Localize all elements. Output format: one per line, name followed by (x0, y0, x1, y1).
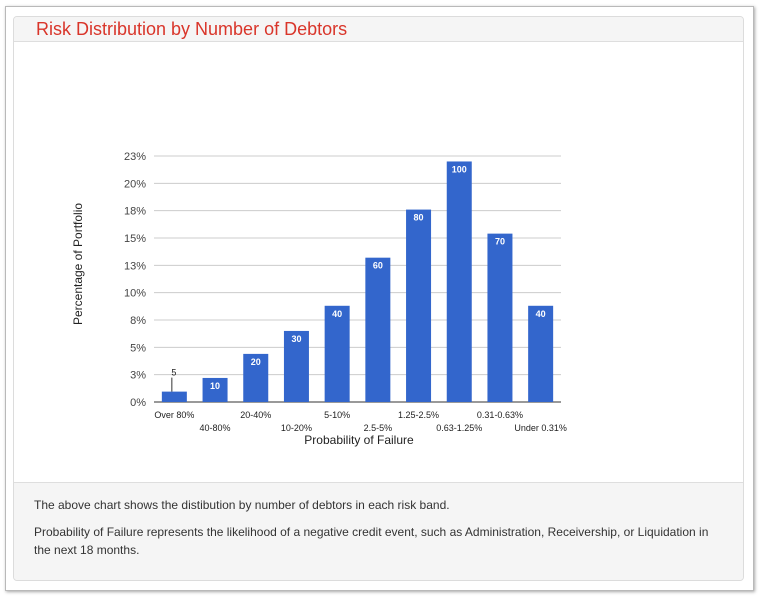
data-label: 60 (373, 261, 383, 271)
x-tick-label: Over 80% (154, 410, 194, 420)
x-tick-label: 10-20% (281, 423, 312, 433)
x-tick-label: 0.63-1.25% (436, 423, 482, 433)
bar[interactable] (283, 330, 309, 402)
data-label: 30 (291, 334, 301, 344)
y-tick-label: 23% (124, 151, 146, 163)
bar[interactable] (243, 353, 269, 402)
y-tick-label: 20% (124, 178, 146, 190)
panel-title: Risk Distribution by Number of Debtors (36, 19, 348, 39)
y-tick-label: 3% (130, 370, 146, 382)
data-label: 80 (414, 213, 424, 223)
data-label: 10 (210, 381, 220, 391)
data-label: 20 (251, 357, 261, 367)
bar[interactable] (528, 305, 554, 402)
x-axis-title: Probability of Failure (304, 433, 414, 447)
x-tick-label: 5-10% (324, 410, 350, 420)
chart-panel: Risk Distribution by Number of Debtors 0… (13, 16, 744, 581)
x-tick-label: Under 0.31% (514, 423, 567, 433)
bar[interactable] (324, 305, 350, 402)
y-tick-label: 8% (130, 315, 146, 327)
data-label: 100 (452, 164, 467, 174)
data-label: 5 (171, 368, 176, 378)
bar[interactable] (202, 377, 228, 402)
bar[interactable] (161, 391, 187, 402)
chart-area: 0% 3% 5% 8% 10% 13% 15% 18% 20% 23% 5 Over 80% 10 40-… (14, 42, 743, 482)
x-tick-label: 2.5-5% (364, 423, 393, 433)
data-label: 40 (536, 309, 546, 319)
bar[interactable] (406, 209, 432, 402)
x-tick-label: 40-80% (200, 423, 231, 433)
data-label: 40 (332, 309, 342, 319)
data-label: 70 (495, 237, 505, 247)
y-tick-label: 18% (124, 206, 146, 218)
y-tick-label: 13% (124, 260, 146, 272)
bar[interactable] (365, 257, 391, 402)
bar[interactable] (446, 161, 472, 402)
y-tick-label: 0% (130, 397, 146, 409)
footer-description: The above chart shows the distibution by… (34, 498, 450, 512)
footer-definition: Probability of Failure represents the li… (34, 525, 709, 557)
bar[interactable] (487, 233, 513, 402)
risk-distribution-chart: 0% 3% 5% 8% 10% 13% 15% 18% 20% 23% 5 Over 80% 10 40-… (71, 151, 567, 447)
y-tick-label: 5% (130, 342, 146, 354)
y-tick-label: 15% (124, 233, 146, 245)
y-axis-title: Percentage of Portfolio (71, 203, 85, 325)
panel-footer: The above chart shows the distibution by… (14, 482, 743, 580)
x-tick-label: 0.31-0.63% (477, 410, 523, 420)
x-tick-label: 1.25-2.5% (398, 410, 439, 420)
x-tick-label: 20-40% (240, 410, 271, 420)
panel-header: Risk Distribution by Number of Debtors (14, 17, 743, 42)
y-tick-label: 10% (124, 288, 146, 300)
